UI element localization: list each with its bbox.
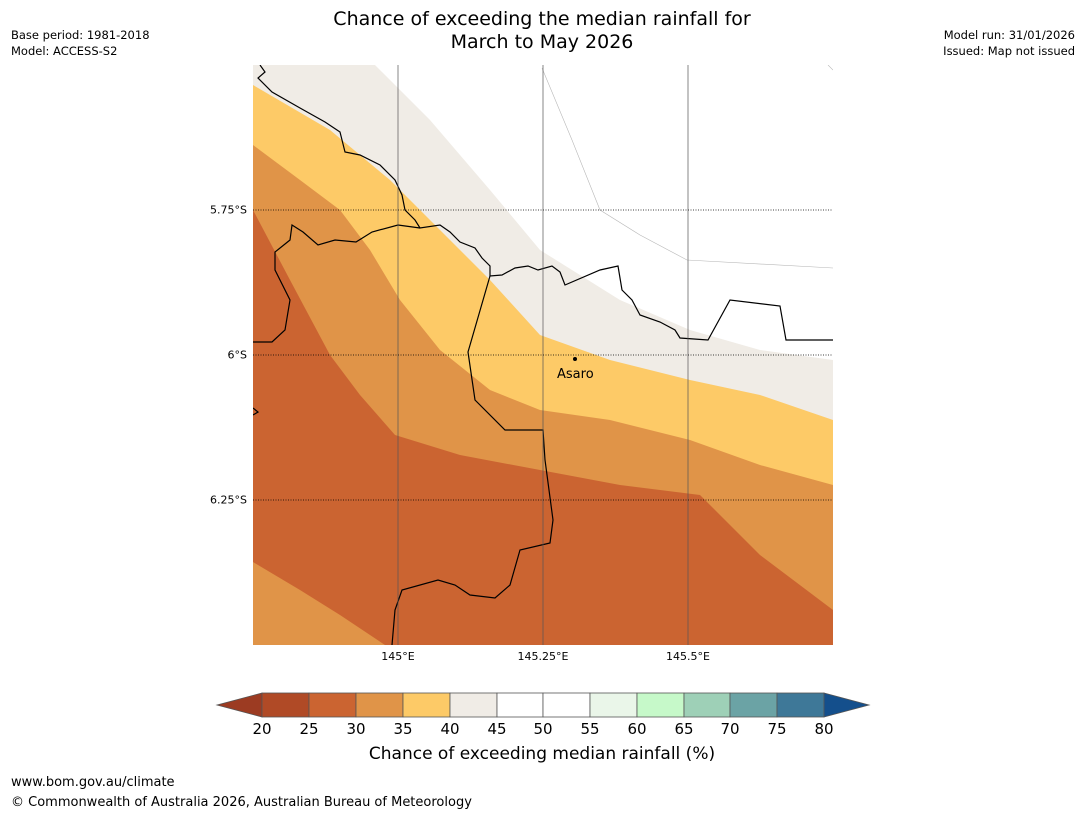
colorbar-tick: 45 <box>487 720 507 738</box>
coastline <box>253 65 833 645</box>
colorbar-bin-55-60 <box>589 692 638 718</box>
colorbar-tick: 25 <box>299 720 319 738</box>
band-30-35-south <box>253 562 385 645</box>
colorbar-bin-70-75 <box>729 692 778 718</box>
colorbar-bin-20-25 <box>261 692 310 718</box>
colorbar-bin-25-30 <box>308 692 357 718</box>
colorbar-extend-high <box>823 692 871 718</box>
asaro-marker <box>573 357 577 361</box>
colorbar-bin-40-45 <box>449 692 498 718</box>
footer-url: www.bom.gov.au/climate <box>11 775 175 790</box>
colorbar-tick: 55 <box>580 720 600 738</box>
meta-left: Base period: 1981-2018 Model: ACCESS-S2 <box>11 27 150 59</box>
model-run-text: Model run: 31/01/2026 <box>943 28 1075 42</box>
colorbar-extend-low <box>215 692 263 718</box>
lon-label-145-5: 145.5°E <box>666 650 710 663</box>
footer-copyright: © Commonwealth of Australia 2026, Austra… <box>11 795 472 810</box>
colorbar-tick: 35 <box>393 720 413 738</box>
lat-label-6: 6°S <box>227 348 247 362</box>
colorbar-tick: 30 <box>346 720 366 738</box>
lon-label-145-25: 145.25°E <box>517 650 569 663</box>
parallel-lines <box>253 209 833 501</box>
neighbour-outline <box>541 65 833 269</box>
lat-label-5-75: 5.75°S <box>210 203 247 217</box>
map-area: Asaro <box>253 65 833 645</box>
colorbar-label: Chance of exceeding median rainfall (%) <box>368 744 716 764</box>
colorbar-tick: 60 <box>627 720 647 738</box>
meta-right: Model run: 31/01/2026 Issued: Map not is… <box>943 27 1075 59</box>
colorbar-bin-60-65 <box>636 692 685 718</box>
colorbar-tick: 65 <box>674 720 694 738</box>
title-line-1: Chance of exceeding the median rainfall … <box>333 8 751 30</box>
colorbar-bin-75-80 <box>776 692 825 718</box>
asaro-label: Asaro <box>557 367 594 382</box>
colorbar-bin-30-35 <box>355 692 404 718</box>
colorbar-tick: 70 <box>720 720 740 738</box>
title-line-2: March to May 2026 <box>450 31 634 53</box>
lon-label-145: 145°E <box>381 650 415 663</box>
issued-text: Issued: Map not issued <box>943 44 1075 58</box>
lat-label-6-25: 6.25°S <box>210 493 247 507</box>
base-period-text: Base period: 1981-2018 <box>11 28 150 42</box>
colorbar-bin-45-50 <box>496 692 544 718</box>
colorbar-tick: 40 <box>440 720 460 738</box>
colorbar-tick: 80 <box>814 720 834 738</box>
colorbar-tick: 20 <box>252 720 272 738</box>
colorbar-bin-50-55 <box>542 692 591 718</box>
model-text: Model: ACCESS-S2 <box>11 44 118 58</box>
map-title: Chance of exceeding the median rainfall … <box>242 8 842 54</box>
colorbar-bin-65-70 <box>683 692 731 718</box>
colorbar-bin-35-40 <box>402 692 451 718</box>
colorbar-tick: 75 <box>767 720 787 738</box>
colorbar-tick: 50 <box>533 720 553 738</box>
